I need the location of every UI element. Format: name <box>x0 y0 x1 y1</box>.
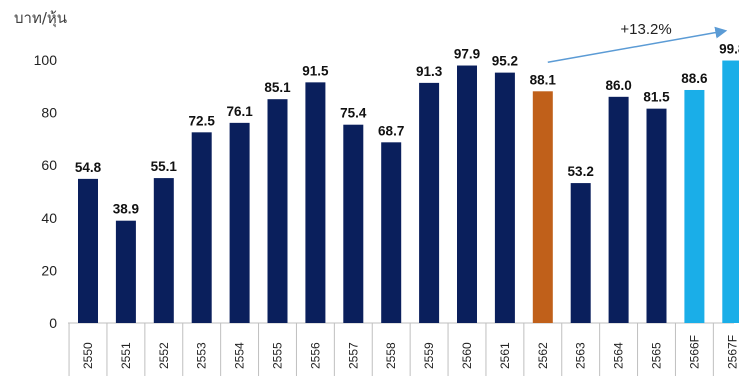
data-label: 53.2 <box>568 164 594 179</box>
bar-2552 <box>153 178 174 323</box>
bar-2558 <box>381 142 402 323</box>
x-tick-label: 2556 <box>308 342 322 369</box>
bar-2553 <box>191 132 212 323</box>
data-label: 91.3 <box>416 64 443 79</box>
bar-2565 <box>646 108 667 323</box>
x-tick-label: 2566F <box>687 335 701 369</box>
growth-annotation-label: +13.2% <box>620 21 671 38</box>
data-label: 68.7 <box>378 123 404 138</box>
data-label: 86.0 <box>605 78 631 93</box>
x-tick-label: 2563 <box>574 342 588 369</box>
data-label: 97.9 <box>454 47 480 62</box>
data-label: 54.8 <box>75 160 102 175</box>
x-tick-label: 2560 <box>460 342 474 369</box>
data-label: 76.1 <box>226 104 253 119</box>
x-tick-label: 2552 <box>157 342 171 369</box>
bar-2550 <box>78 178 98 323</box>
data-label: 88.6 <box>681 71 708 86</box>
data-label: 38.9 <box>113 202 139 217</box>
data-label: 81.5 <box>643 90 670 105</box>
x-tick-label: 2564 <box>612 342 626 369</box>
bar-2551 <box>115 220 136 323</box>
y-tick-label: 40 <box>41 210 57 226</box>
x-tick-label: 2562 <box>536 342 550 369</box>
data-label: 85.1 <box>264 80 291 95</box>
x-tick-label: 2561 <box>498 342 512 369</box>
x-tick-label: 2557 <box>346 342 360 369</box>
x-tick-label: 2550 <box>81 342 95 369</box>
x-tick-label: 2555 <box>271 342 285 369</box>
bar-2567F <box>722 60 739 323</box>
data-label: 88.1 <box>530 72 557 87</box>
y-tick-label: 100 <box>34 52 58 68</box>
growth-arrow <box>547 26 728 64</box>
x-tick-label: 2554 <box>233 342 247 369</box>
data-label: 75.4 <box>340 106 367 121</box>
y-tick-label: 80 <box>41 105 57 121</box>
x-tick-label: 2551 <box>119 342 133 369</box>
bar-2560 <box>457 65 477 323</box>
x-tick-label: 2558 <box>384 342 398 369</box>
data-label: 91.5 <box>302 63 329 78</box>
bar-2559 <box>419 82 440 323</box>
bar-2564 <box>608 96 629 323</box>
bar-2556 <box>305 82 326 323</box>
data-label: 95.2 <box>492 54 518 69</box>
y-tick-label: 20 <box>41 262 57 278</box>
data-label: 55.1 <box>151 159 178 174</box>
bar-2557 <box>343 124 364 323</box>
data-label: 99.8 <box>719 42 739 57</box>
y-tick-label: 60 <box>41 157 57 173</box>
bar-2562 <box>532 91 553 323</box>
x-tick-label: 2565 <box>650 342 664 369</box>
bar-2563 <box>570 183 591 323</box>
bar-2554 <box>229 122 250 324</box>
y-tick-label: 0 <box>49 315 57 331</box>
bar-2561 <box>494 72 515 324</box>
x-tick-label: 2567F <box>725 335 739 369</box>
bar-2566F <box>684 89 705 324</box>
x-tick-label: 2553 <box>195 342 209 369</box>
x-tick-label: 2559 <box>422 342 436 369</box>
y-unit-label: บาท/หุ้น <box>14 9 68 27</box>
data-label: 72.5 <box>189 113 216 128</box>
bar-2555 <box>267 99 288 323</box>
